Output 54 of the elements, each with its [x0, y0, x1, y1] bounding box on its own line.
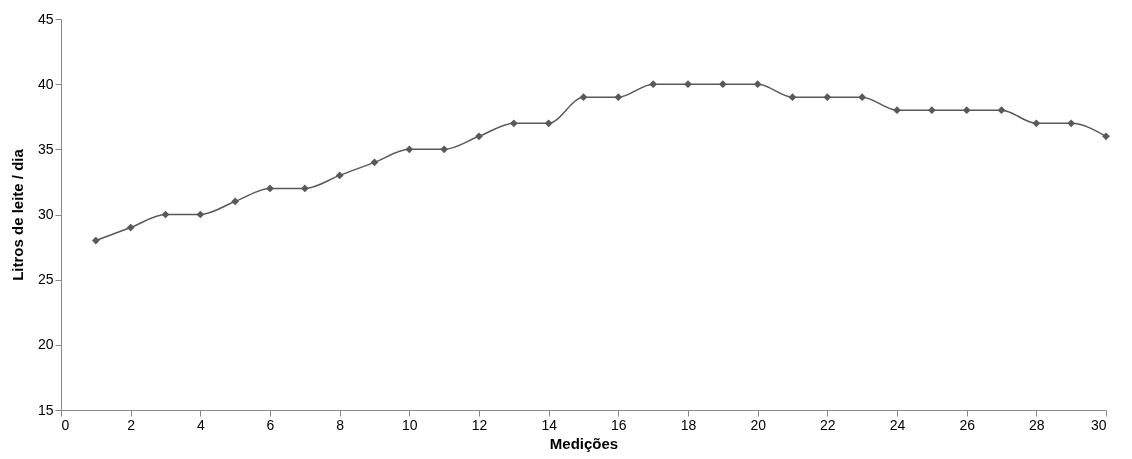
point [927, 106, 936, 115]
point [753, 80, 762, 89]
x-tick-label: 26 [959, 416, 976, 433]
point [370, 158, 379, 167]
y-tick-label: 25 [37, 271, 54, 288]
y-tick-label: 40 [37, 75, 54, 92]
point [962, 106, 971, 115]
y-tick-label: 45 [37, 10, 54, 27]
x-tick-label: 20 [750, 416, 767, 433]
point [405, 145, 414, 154]
x-tick-label: 30 [1090, 416, 1107, 433]
y-tick-label: 30 [37, 206, 54, 222]
point [684, 80, 692, 89]
x-tick-label: 28 [1029, 416, 1045, 433]
x-tick-label: 12 [471, 416, 488, 433]
x-tick-label: 2 [127, 416, 136, 433]
y-tick-label: 20 [37, 336, 54, 353]
point [788, 93, 797, 102]
point [823, 93, 832, 102]
point [335, 171, 344, 180]
x-axis-title: Medições [549, 434, 619, 452]
x-tick-label: 10 [402, 416, 418, 433]
point [1032, 119, 1041, 128]
point [997, 106, 1006, 115]
x-tick-label: 24 [889, 416, 906, 433]
x-tick-label: 18 [680, 416, 697, 433]
x-tick-label: 22 [820, 416, 836, 433]
point [126, 223, 135, 232]
y-axis-title: Litros de leite / dia [8, 148, 26, 281]
point [509, 119, 518, 128]
point [231, 197, 240, 206]
point [718, 80, 727, 89]
point [544, 119, 553, 128]
point [893, 106, 901, 115]
x-tick-label: 14 [541, 416, 558, 433]
point [440, 145, 449, 154]
x-tick-label: 6 [266, 416, 275, 433]
point [196, 210, 205, 219]
point [649, 80, 658, 89]
point [1067, 119, 1076, 128]
point [1102, 132, 1110, 141]
point [858, 93, 867, 102]
point [91, 236, 100, 245]
point [614, 93, 623, 102]
y-tick-label: 35 [37, 140, 54, 157]
point [579, 93, 588, 102]
x-tick-label: 8 [336, 416, 345, 433]
point [300, 184, 309, 193]
x-tick-label: 16 [611, 416, 627, 433]
point [475, 132, 483, 141]
x-tick-label: 0 [61, 416, 70, 433]
point [266, 184, 274, 193]
y-tick-label: 15 [37, 401, 54, 418]
x-tick-label: 4 [196, 416, 205, 433]
